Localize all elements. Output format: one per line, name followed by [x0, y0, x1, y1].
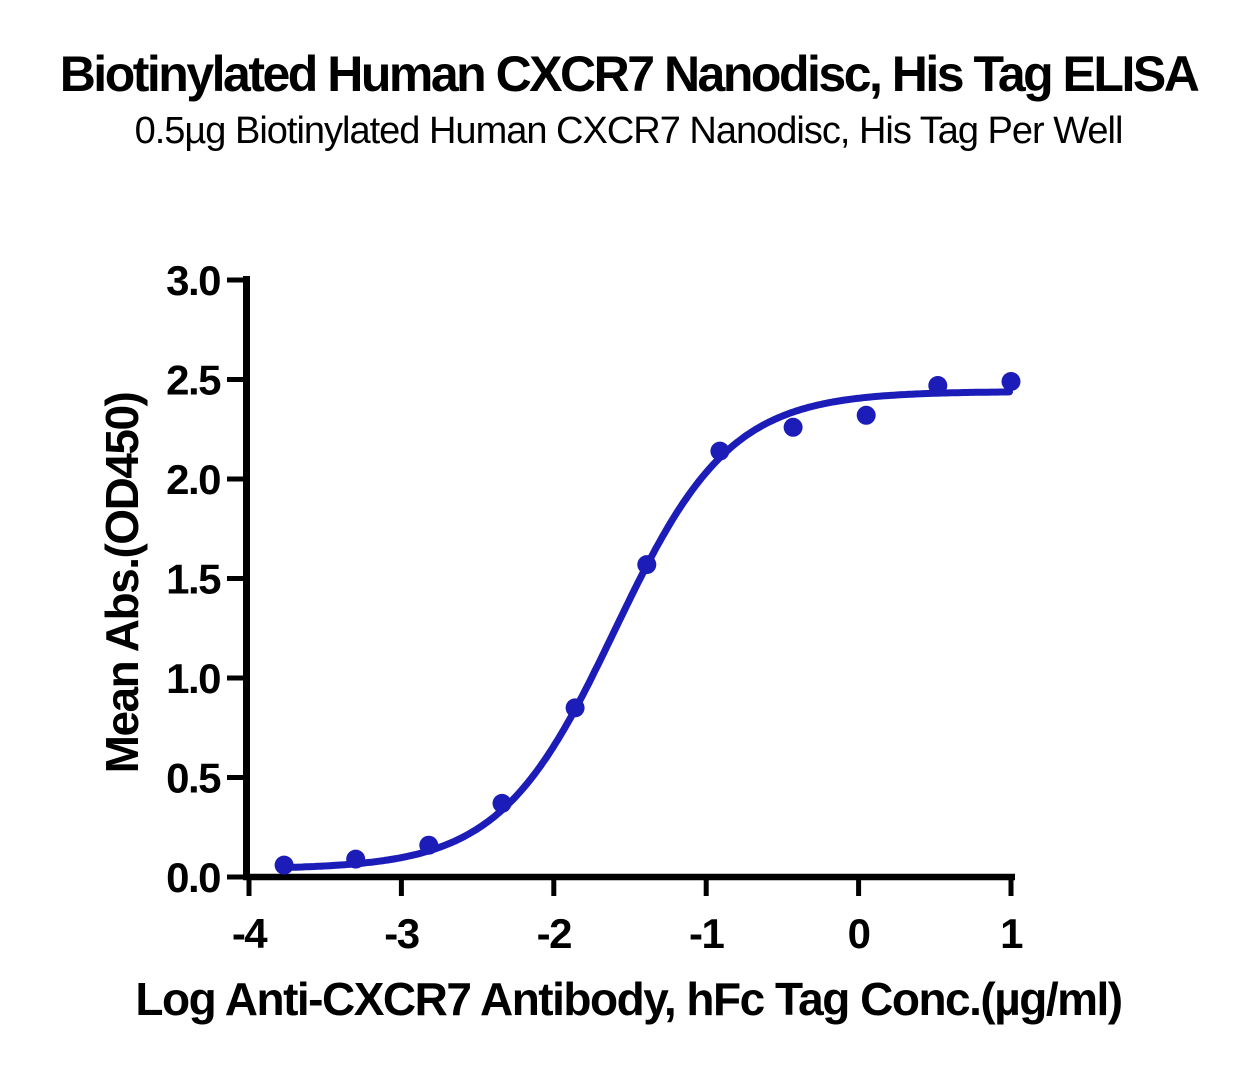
data-point — [710, 441, 730, 461]
data-point — [346, 849, 366, 869]
x-tick-label: 1 — [1000, 910, 1023, 957]
axes: 0.0 0.5 1.0 1.5 2.0 2.5 3.0 -4 -3 -2 -1 0 1 — [166, 257, 1024, 957]
data-point — [928, 376, 948, 395]
data-point — [856, 405, 876, 425]
chart-title: Biotinylated Human CXCR7 Nanodisc, His T… — [59, 46, 1200, 102]
data-point — [419, 835, 439, 855]
x-tick-label: -2 — [537, 910, 571, 957]
data-point — [565, 698, 585, 718]
x-tick-label: -4 — [232, 910, 268, 957]
y-tick-label: 0.5 — [166, 755, 221, 802]
y-tick-label: 1.0 — [166, 655, 220, 702]
data-point — [1001, 372, 1021, 391]
y-tick-label: 3.0 — [166, 257, 220, 304]
data-point — [492, 793, 512, 813]
data-point — [274, 855, 294, 875]
y-tick-label: 2.0 — [166, 456, 220, 503]
x-tick-label: 0 — [848, 910, 870, 957]
chart-subtitle: 0.5µg Biotinylated Human CXCR7 Nanodisc,… — [134, 110, 1124, 152]
y-tick-label: 1.5 — [166, 556, 221, 603]
x-tick-label: -1 — [689, 910, 724, 957]
data-points — [274, 372, 1021, 875]
x-tick-label: -3 — [384, 910, 418, 957]
data-point — [637, 555, 657, 575]
y-tick-label: 2.5 — [166, 357, 221, 404]
x-axis-label: Log Anti-CXCR7 Antibody, hFc Tag Conc.(µ… — [135, 973, 1123, 1025]
y-tick-label: 0.0 — [166, 854, 220, 901]
data-point — [783, 417, 803, 437]
fit-curve — [280, 388, 1013, 871]
